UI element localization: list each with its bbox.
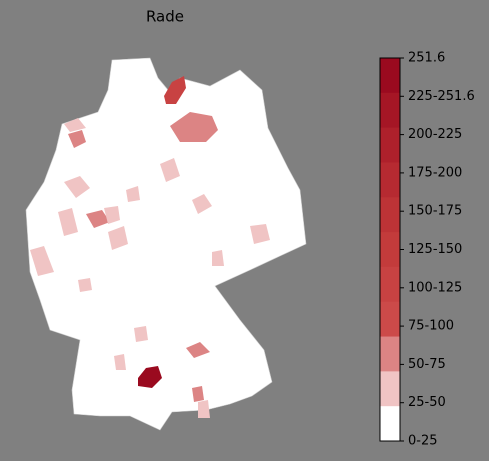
map-title: Rade (146, 8, 184, 26)
region (138, 366, 162, 388)
colorbar-bin (380, 232, 400, 268)
region (104, 206, 120, 224)
region (160, 158, 180, 182)
region (68, 130, 86, 148)
colorbar-label: 100-125 (408, 280, 462, 295)
region (164, 76, 186, 104)
colorbar-label: 175-200 (408, 165, 462, 180)
colorbar-bin (380, 266, 400, 303)
region (30, 246, 54, 276)
region (212, 250, 224, 266)
region (126, 186, 140, 202)
region (198, 400, 210, 418)
colorbar-label: 25-50 (408, 395, 446, 410)
colorbar-bin (380, 162, 400, 198)
germany-map (25, 57, 307, 431)
colorbar-bin (380, 197, 400, 233)
colorbar-bin (380, 406, 400, 442)
colorbar-label: 200-225 (408, 127, 462, 142)
colorbar-bin (380, 92, 400, 129)
colorbar-label: 75-100 (408, 319, 454, 334)
colorbar-bin (380, 371, 400, 407)
region (192, 386, 204, 402)
region (192, 194, 212, 214)
region (114, 354, 126, 370)
country-outline (25, 57, 307, 431)
region (78, 278, 92, 292)
region (134, 326, 148, 342)
region (58, 208, 78, 236)
region (64, 176, 90, 198)
region (86, 210, 110, 228)
region (108, 226, 128, 250)
colorbar-bin (380, 127, 400, 163)
colorbar-label: 225-251.6 (408, 89, 475, 104)
colorbar-label: 251.6 (408, 51, 445, 66)
colorbar-label: 125-150 (408, 242, 462, 257)
region (64, 118, 86, 132)
region (250, 224, 270, 244)
colorbar: 251.6 225-251.6 200-225 175-200 150-175 125-1… (379, 51, 475, 449)
colorbar-bin (380, 58, 400, 94)
region (186, 342, 210, 358)
colorbar-label: 0-25 (408, 434, 438, 449)
region (170, 112, 218, 142)
colorbar-label: 50-75 (408, 357, 446, 372)
colorbar-bin (380, 301, 400, 338)
colorbar-bin (380, 336, 400, 372)
colorbar-label: 150-175 (408, 204, 462, 219)
